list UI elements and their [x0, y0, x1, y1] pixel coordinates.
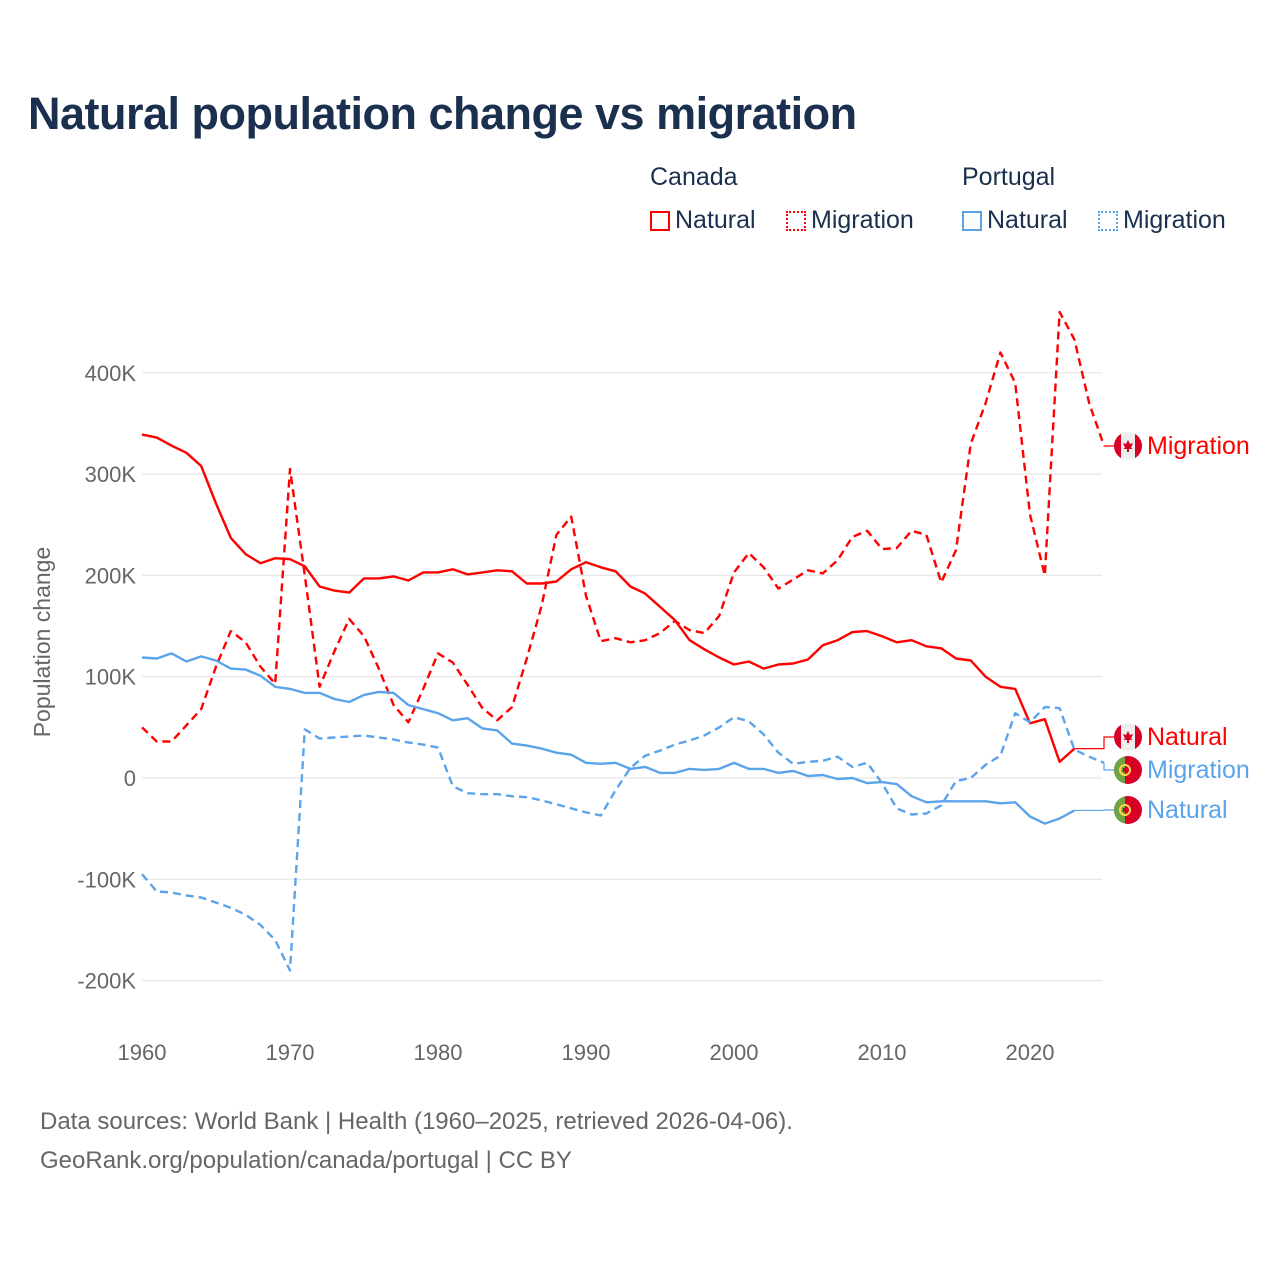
- dotted-swatch-icon: [1098, 210, 1118, 231]
- x-tick-label: 2000: [710, 1040, 759, 1065]
- x-tick-label: 1970: [266, 1040, 315, 1065]
- dotted-swatch-icon: [786, 210, 806, 231]
- legend-label: Natural: [675, 206, 756, 234]
- series-line-canada-natural: [141, 433, 1076, 763]
- portugal-flag-icon: [1114, 796, 1142, 824]
- series-line-portugal-migration: [141, 705, 1105, 972]
- series-line-portugal-natural: [141, 652, 1075, 825]
- x-tick-label: 1980: [414, 1040, 463, 1065]
- y-tick-label: -100K: [77, 867, 136, 892]
- legend-portugal-migration[interactable]: Migration: [1098, 206, 1226, 235]
- y-tick-label: 0: [124, 766, 136, 791]
- footer-sources: Data sources: World Bank | Health (1960–…: [40, 1108, 793, 1135]
- x-tick-label: 2020: [1006, 1040, 1055, 1065]
- series-line-canada-migration: [141, 310, 1106, 743]
- x-tick-label: 2010: [858, 1040, 907, 1065]
- legend-label: Natural: [987, 206, 1068, 234]
- legend-label: Migration: [1123, 206, 1226, 234]
- y-tick-label: 300K: [85, 462, 137, 487]
- footer-attribution[interactable]: GeoRank.org/population/canada/portugal |…: [40, 1147, 572, 1174]
- series-end-label: Natural: [1147, 796, 1228, 824]
- series-end-label: Migration: [1147, 432, 1250, 460]
- canada-flag-icon: [1114, 432, 1142, 460]
- chart-title: Natural population change vs migration: [28, 88, 857, 139]
- y-tick-label: 200K: [85, 563, 137, 588]
- y-tick-label: 100K: [85, 665, 137, 690]
- legend-label: Migration: [811, 206, 914, 234]
- x-tick-label: 1990: [562, 1040, 611, 1065]
- legend-group-canada: Canada: [650, 163, 738, 191]
- legend-canada-migration[interactable]: Migration: [786, 206, 914, 235]
- legend-portugal-natural[interactable]: Natural: [962, 206, 1068, 235]
- x-tick-label: 1960: [118, 1040, 167, 1065]
- label-leader-line: [1074, 736, 1114, 750]
- series-end-label: Natural: [1147, 723, 1228, 751]
- y-tick-label: 400K: [85, 361, 137, 386]
- series-end-label: Migration: [1147, 756, 1250, 784]
- y-axis-label: Population change: [29, 547, 55, 738]
- solid-swatch-icon: [650, 210, 670, 231]
- legend-group-portugal: Portugal: [962, 163, 1056, 191]
- legend-canada-natural[interactable]: Natural: [650, 206, 756, 235]
- label-leader-line: [1103, 762, 1114, 771]
- solid-swatch-icon: [962, 210, 982, 231]
- y-tick-label: -200K: [77, 969, 136, 994]
- canada-flag-icon: [1114, 723, 1142, 751]
- portugal-flag-icon: [1114, 756, 1142, 784]
